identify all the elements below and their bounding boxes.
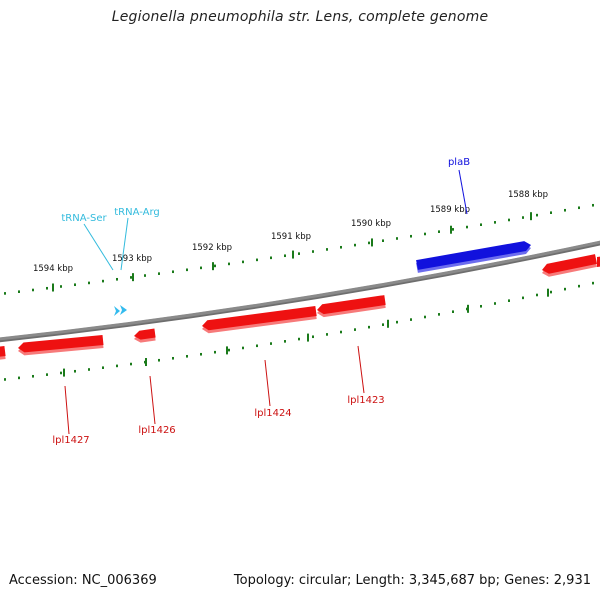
scale-label: 1591 kbp: [271, 232, 311, 242]
plab-leader-line: [458, 169, 468, 215]
genome-stats-text: Topology: circular; Length: 3,345,687 bp…: [233, 573, 591, 588]
scale-label: 1592 kbp: [192, 243, 232, 253]
gene-layer: [0, 241, 600, 360]
label-layer: 1588 kbp 1589 kbp 1590 kbp 1591 kbp 1592 kbp…: [33, 157, 548, 446]
scale-label: 1590 kbp: [351, 219, 391, 229]
lpl1427-leader-line: [64, 385, 70, 435]
trna-glyph-arg: [120, 305, 127, 315]
gene-arrow-lpl1424: [202, 306, 317, 331]
gene-arrow-edge-right-tail: [597, 256, 600, 267]
gene-arrow-edge-left: [0, 346, 6, 357]
lpl1426-leader-line: [149, 375, 156, 425]
gene-arrow-lpl1423: [317, 295, 386, 315]
gene-label-lpl1424: lpl1424: [254, 408, 291, 419]
lpl1423-leader-line: [357, 345, 365, 394]
trna-label-arg: tRNA-Arg: [114, 207, 159, 218]
scale-label: 1593 kbp: [112, 254, 152, 264]
lpl1424-leader-line: [264, 359, 271, 407]
backbone-layer: [0, 240, 600, 343]
trna-label-ser: tRNA-Ser: [61, 213, 107, 224]
gene-arrow-lpl1427: [18, 335, 104, 353]
accession-text: Accession: NC_006369: [9, 573, 157, 588]
gene-arrow-plab: [416, 241, 531, 270]
map-title: Legionella pneumophila str. Lens, comple…: [111, 9, 489, 25]
scale-label: 1589 kbp: [430, 205, 470, 215]
scale-label: 1594 kbp: [33, 264, 73, 274]
scale-label: 1588 kbp: [508, 190, 548, 200]
trna-glyph-ser: [114, 306, 120, 316]
gene-label-lpl1426: lpl1426: [138, 425, 175, 436]
gene-arrow-lpl1426: [134, 328, 156, 340]
trna-arg-leader-line: [120, 217, 129, 271]
backbone-line: [0, 240, 600, 341]
gene-arrow-edge-right: [542, 254, 597, 274]
tick-layer: [4, 203, 594, 381]
trna-ser-leader-line: [83, 223, 114, 271]
gene-label-plab: plaB: [448, 157, 470, 168]
gene-label-lpl1423: lpl1423: [347, 395, 384, 406]
gene-label-lpl1427: lpl1427: [52, 435, 89, 446]
